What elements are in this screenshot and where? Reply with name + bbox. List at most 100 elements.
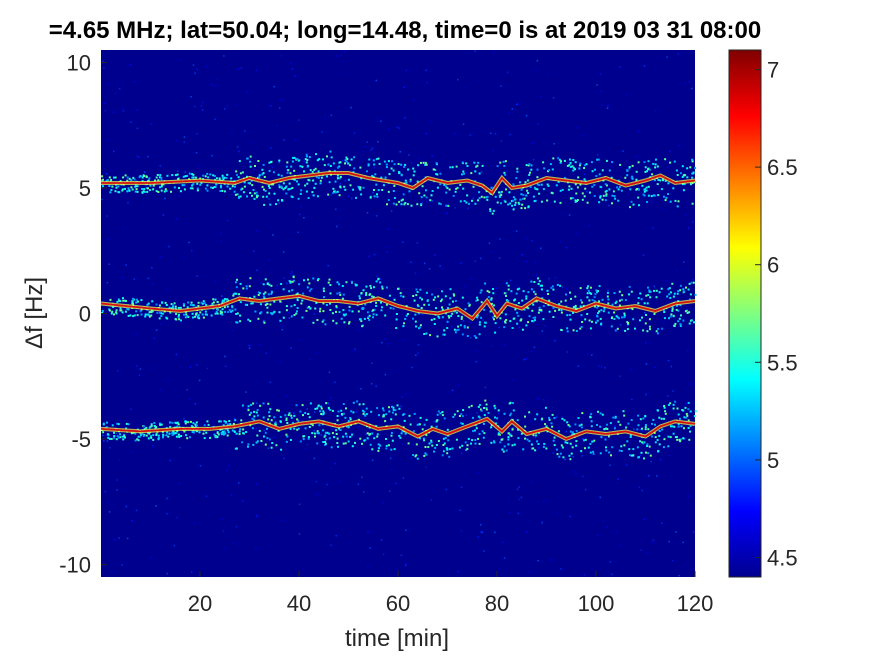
noise-speck bbox=[178, 195, 181, 198]
trace-speck bbox=[637, 424, 640, 427]
trace-speck bbox=[583, 167, 586, 169]
noise-speck bbox=[405, 529, 407, 531]
trace-speck bbox=[293, 169, 296, 172]
noise-speck bbox=[650, 461, 652, 463]
trace-speck bbox=[288, 412, 291, 415]
trace-speck bbox=[436, 186, 439, 189]
noise-speck bbox=[166, 512, 168, 515]
trace-speck bbox=[164, 188, 167, 191]
trace-speck bbox=[574, 306, 577, 309]
trace-speck bbox=[657, 328, 660, 330]
trace-speck bbox=[227, 431, 230, 434]
trace-speck bbox=[148, 311, 151, 314]
trace-speck bbox=[652, 418, 655, 421]
trace-speck bbox=[445, 204, 448, 207]
noise-speck bbox=[434, 254, 436, 256]
trace-speck bbox=[458, 446, 461, 449]
trace-speck bbox=[142, 434, 145, 437]
noise-speck bbox=[668, 540, 670, 543]
trace-speck bbox=[676, 292, 679, 295]
trace-speck bbox=[105, 426, 108, 428]
noise-speck bbox=[587, 353, 589, 355]
trace-speck bbox=[599, 195, 602, 198]
trace-speck bbox=[333, 190, 335, 193]
trace-speck bbox=[409, 180, 412, 183]
trace-speck bbox=[653, 431, 656, 434]
colorbar-tick-label: 5 bbox=[767, 448, 779, 473]
trace-speck bbox=[296, 180, 298, 183]
trace-speck bbox=[679, 289, 682, 292]
trace-speck bbox=[687, 419, 690, 422]
trace-speck bbox=[596, 315, 599, 318]
trace-speck bbox=[330, 446, 333, 449]
noise-speck bbox=[105, 173, 108, 175]
trace-speck bbox=[268, 283, 271, 286]
trace-speck bbox=[604, 199, 607, 202]
trace-speck bbox=[289, 281, 292, 284]
trace-speck bbox=[416, 457, 419, 460]
trace-speck bbox=[439, 172, 442, 175]
trace-speck bbox=[275, 444, 278, 447]
trace-speck bbox=[687, 288, 690, 291]
noise-speck bbox=[637, 130, 639, 132]
trace-speck bbox=[345, 407, 347, 410]
trace-speck bbox=[649, 454, 652, 457]
noise-speck bbox=[536, 60, 539, 62]
trace-speck bbox=[278, 184, 281, 187]
trace-speck bbox=[362, 289, 365, 292]
trace-speck bbox=[332, 191, 335, 194]
trace-speck bbox=[529, 186, 532, 188]
trace-speck bbox=[574, 199, 577, 202]
trace-speck bbox=[379, 444, 382, 447]
trace-speck bbox=[311, 191, 314, 194]
trace-speck bbox=[263, 188, 265, 191]
trace-speck bbox=[686, 309, 688, 312]
trace-speck bbox=[149, 184, 152, 187]
trace-speck bbox=[580, 314, 583, 317]
trace-speck bbox=[677, 423, 680, 426]
trace-speck bbox=[325, 438, 327, 441]
trace-speck bbox=[689, 293, 692, 296]
trace-speck bbox=[372, 295, 375, 298]
trace-speck bbox=[366, 432, 369, 435]
trace-speck bbox=[177, 433, 180, 436]
trace-speck bbox=[598, 285, 601, 288]
trace-speck bbox=[534, 293, 537, 296]
trace-speck bbox=[652, 194, 655, 197]
trace-speck bbox=[148, 432, 151, 435]
trace-speck bbox=[368, 314, 371, 317]
trace-speck bbox=[121, 189, 124, 192]
trace-speck bbox=[483, 321, 486, 324]
trace-speck bbox=[157, 434, 160, 437]
trace-speck bbox=[322, 441, 325, 443]
trace-speck bbox=[572, 159, 575, 161]
noise-speck bbox=[371, 147, 373, 150]
noise-speck bbox=[506, 71, 509, 74]
trace-speck bbox=[494, 416, 496, 419]
trace-speck bbox=[566, 421, 569, 424]
trace-speck bbox=[572, 169, 575, 172]
trace-speck bbox=[441, 316, 444, 319]
trace-speck bbox=[308, 305, 311, 308]
trace-speck bbox=[247, 318, 250, 321]
trace-speck bbox=[536, 183, 539, 186]
trace-speck bbox=[503, 164, 506, 167]
noise-speck bbox=[583, 574, 586, 576]
noise-speck bbox=[666, 279, 668, 282]
trace-speck bbox=[483, 325, 486, 328]
noise-speck bbox=[440, 267, 443, 270]
trace-speck bbox=[456, 186, 459, 189]
trace-speck bbox=[448, 303, 451, 306]
noise-speck bbox=[279, 99, 282, 101]
noise-speck bbox=[298, 213, 301, 216]
trace-speck bbox=[141, 432, 144, 435]
trace-speck bbox=[691, 160, 694, 163]
trace-speck bbox=[583, 195, 586, 198]
trace-speck bbox=[512, 208, 515, 211]
trace-speck bbox=[173, 186, 176, 189]
trace-speck bbox=[390, 434, 393, 437]
noise-speck bbox=[240, 67, 243, 69]
trace-speck bbox=[108, 176, 111, 179]
trace-speck bbox=[555, 448, 558, 451]
noise-speck bbox=[224, 365, 227, 367]
